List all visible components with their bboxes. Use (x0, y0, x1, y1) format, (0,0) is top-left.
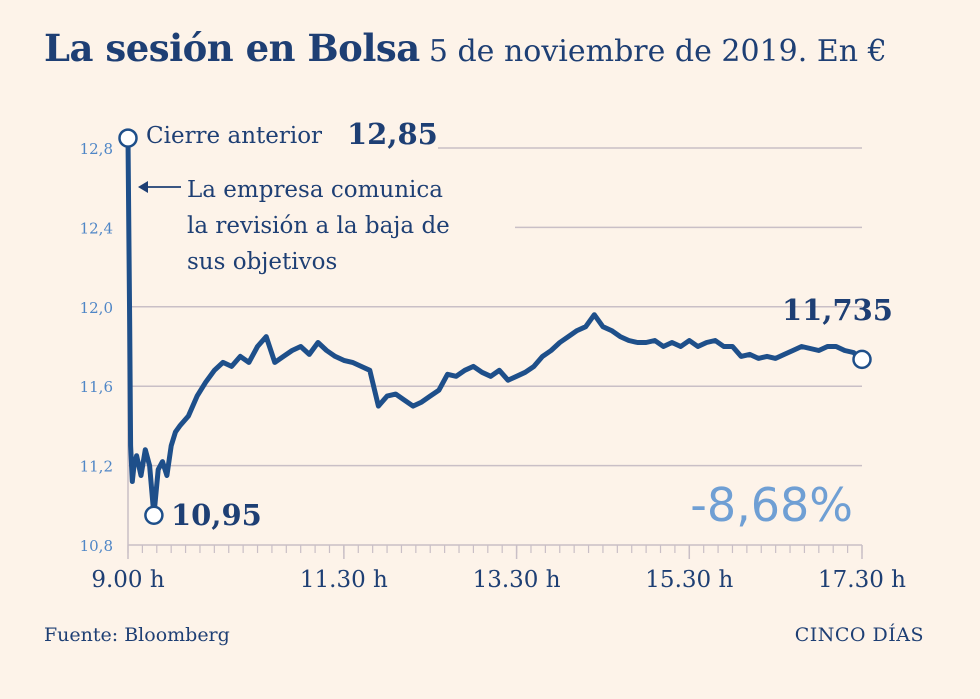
note-line: la revisión a la baja de (187, 213, 450, 239)
y-tick-label: 12,4 (80, 219, 113, 237)
chart-header: La sesión en Bolsa 5 de noviembre de 201… (44, 26, 944, 70)
prev-close-label: Cierre anterior (146, 123, 322, 149)
close-marker (852, 349, 872, 370)
x-tick-label: 15.30 h (645, 567, 733, 593)
x-tick-label: 17.30 h (818, 567, 906, 593)
prev-close-marker (118, 128, 138, 148)
x-tick-label: 11.30 h (300, 567, 388, 593)
chart-subtitle: 5 de noviembre de 2019. En € (428, 34, 887, 69)
price-series-line (125, 135, 865, 518)
prev-close-value: 12,85 (347, 117, 438, 151)
daily-change-label: -8,68% (690, 478, 853, 532)
note-line: sus objetivos (187, 249, 337, 275)
note-arrow-head (138, 181, 148, 193)
x-tick-label: 13.30 h (473, 567, 561, 593)
y-tick-label: 10,8 (80, 537, 113, 555)
y-tick-label: 11,2 (80, 458, 113, 476)
note-line: La empresa comunica (187, 177, 443, 203)
y-tick-label: 12,8 (80, 140, 113, 158)
low-value-label: 10,95 (171, 498, 262, 532)
source-note: Fuente: Bloomberg (44, 624, 230, 646)
y-tick-label: 12,0 (80, 299, 113, 317)
close-value-label: 11,735 (782, 293, 893, 327)
x-tick-label: 9.00 h (91, 567, 165, 593)
chart-title: La sesión en Bolsa (44, 26, 420, 70)
low-marker (144, 505, 164, 525)
y-tick-label: 11,6 (80, 378, 113, 396)
publisher-brand: CINCO DÍAS (794, 624, 924, 646)
